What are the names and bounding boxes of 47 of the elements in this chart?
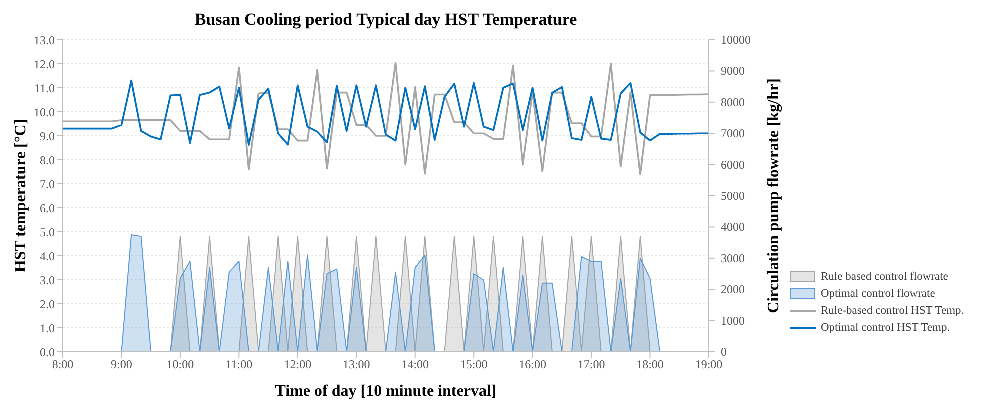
line-series — [63, 62, 709, 176]
y-tick-label: 12.0 — [34, 57, 55, 72]
y2-tick-label: 5000 — [721, 189, 745, 203]
y-axis-title: HST temperature [°C] — [12, 119, 30, 273]
legend-label: Rule based control flowrate — [821, 270, 948, 282]
x-tick-label: 12:00 — [284, 358, 312, 372]
x-tick-label: 16:00 — [519, 358, 546, 372]
y2-tick-label: 7000 — [721, 126, 745, 141]
y-tick-label: 5.0 — [40, 225, 55, 240]
x-tick-label: 17:00 — [578, 358, 606, 372]
x-tick-label: 18:00 — [636, 358, 664, 372]
y-tick-label: 10.0 — [34, 105, 55, 120]
y2-tick-label: 6000 — [721, 158, 745, 172]
y2-tick-label: 4000 — [721, 220, 745, 234]
x-tick-label: 11:00 — [226, 358, 253, 372]
y2-tick-label: 8000 — [721, 95, 745, 110]
chart-title: Busan Cooling period Typical day HST Temperature — [194, 10, 578, 30]
y-tick-label: 6.0 — [40, 201, 55, 216]
x-axis-title: Time of day [10 minute interval] — [275, 383, 497, 400]
y-tick-label: 0.0 — [40, 345, 55, 360]
y-tick-label: 7.0 — [40, 177, 55, 192]
y-tick-label: 1.0 — [40, 321, 55, 336]
y-tick-label: 9.0 — [40, 129, 55, 144]
y2-tick-label: 9000 — [721, 64, 745, 78]
y-tick-label: 13.0 — [34, 33, 55, 48]
line-series — [63, 80, 709, 146]
x-tick-label: 13:00 — [342, 358, 370, 372]
y2-tick-label: 10000 — [721, 33, 751, 47]
y2-axis-title: Circulation pump flowrate [kg/hr] — [766, 78, 783, 314]
legend-label: Rule-based control HST Temp. — [821, 304, 964, 316]
y-tick-label: 4.0 — [40, 249, 55, 264]
x-tick-label: 8:00 — [52, 358, 74, 372]
y-tick-label: 8.0 — [40, 153, 55, 168]
legend-label: Optimal control HST Temp. — [821, 322, 950, 334]
y2-tick-label: 1000 — [721, 314, 745, 328]
y-tick-label: 11.0 — [34, 81, 55, 96]
x-tick-label: 15:00 — [460, 358, 488, 372]
y2-tick-label: 2000 — [721, 282, 745, 297]
y2-tick-label: 3000 — [721, 251, 745, 266]
legend-label: Optimal control flowrate — [821, 288, 936, 300]
x-tick-label: 19:00 — [695, 358, 723, 372]
x-tick-label: 14:00 — [402, 358, 430, 372]
y2-tick-label: 0 — [721, 345, 727, 359]
y-tick-label: 2.0 — [40, 297, 55, 312]
x-tick-label: 9:00 — [111, 358, 132, 372]
y-tick-label: 3.0 — [40, 273, 55, 288]
x-tick-label: 10:00 — [166, 358, 194, 372]
